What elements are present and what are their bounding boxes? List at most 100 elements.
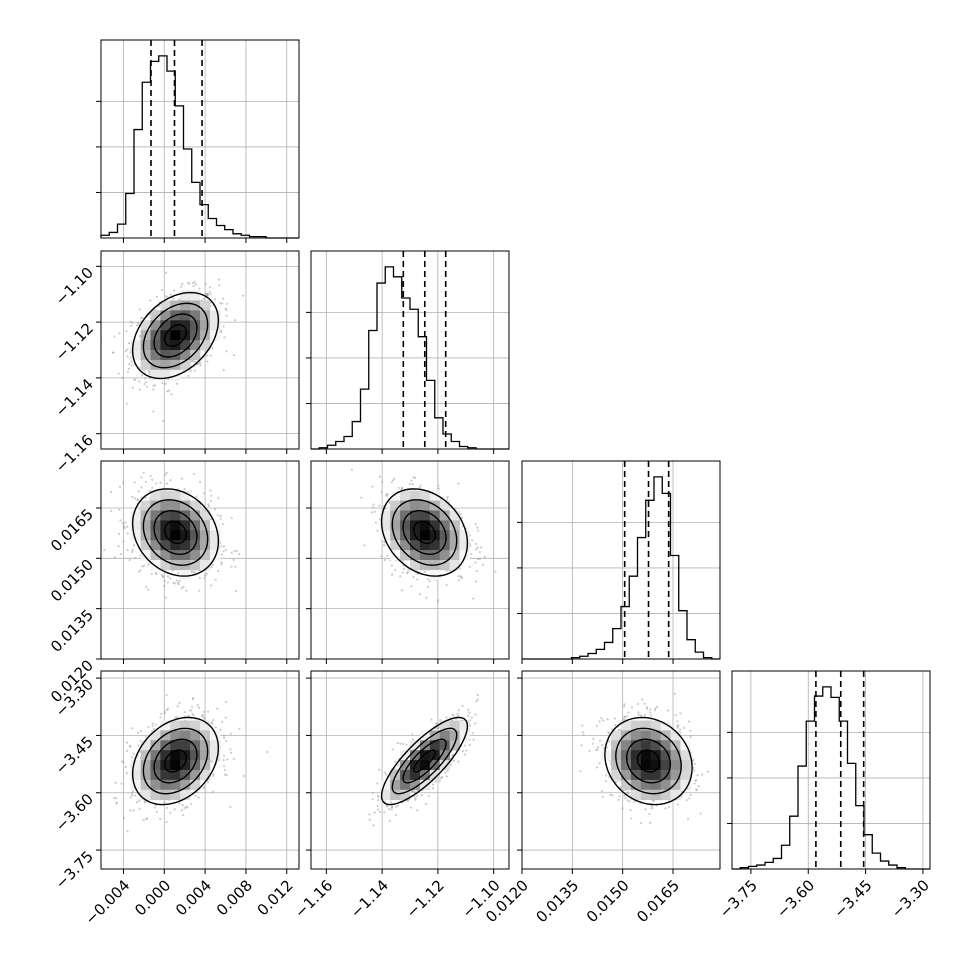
- scatter-point: [437, 598, 440, 602]
- scatter-point: [446, 498, 449, 501]
- scatter-point: [372, 503, 375, 506]
- scatter-point: [135, 324, 139, 327]
- contour-line: [142, 499, 209, 566]
- scatter-point: [426, 585, 430, 588]
- scatter-point: [446, 495, 449, 499]
- density-cell: [419, 530, 431, 541]
- scatter-point: [391, 479, 395, 482]
- scatter-point: [207, 503, 210, 506]
- density-cell: [390, 500, 401, 511]
- scatter-point: [131, 386, 135, 389]
- scatter-point: [180, 809, 183, 812]
- scatter-point: [211, 760, 214, 763]
- density-cell: [170, 720, 181, 731]
- scatter-point: [386, 805, 389, 808]
- density-cell: [180, 340, 191, 351]
- scatter-point: [221, 302, 224, 305]
- scatter-point: [390, 481, 393, 484]
- scatter-point: [222, 369, 225, 372]
- density-cell: [180, 359, 191, 371]
- density-cell: [160, 359, 171, 371]
- scatter-point: [425, 596, 428, 599]
- density-cell: [209, 740, 221, 751]
- density-cell: [410, 750, 421, 761]
- scatter-point: [164, 295, 168, 298]
- density-cell: [160, 490, 171, 501]
- density-cell: [410, 560, 421, 571]
- scatter-point: [135, 800, 139, 804]
- density-cell: [150, 510, 161, 521]
- scatter-point: [385, 773, 388, 776]
- scatter-point: [194, 794, 197, 797]
- contour-line: [380, 716, 469, 806]
- scatter-point: [232, 558, 235, 561]
- density-cell: [180, 779, 191, 791]
- scatter-point: [393, 477, 396, 480]
- scatter-point: [390, 801, 393, 804]
- scatter-point: [471, 539, 474, 542]
- scatter-point: [163, 585, 166, 588]
- density-cell: [419, 770, 431, 781]
- density-cell: [400, 779, 411, 791]
- density-cell: [390, 779, 401, 791]
- scatter-point: [221, 522, 224, 526]
- scatter-point: [220, 553, 224, 556]
- scatter-point: [213, 508, 217, 511]
- scatter-point: [377, 796, 380, 799]
- scatter-point: [435, 726, 438, 730]
- scatter-point: [198, 589, 201, 592]
- scatter-point: [183, 807, 186, 810]
- scatter-point: [411, 482, 415, 486]
- scatter-point: [229, 748, 232, 751]
- scatter-point: [113, 335, 116, 338]
- density-cell: [400, 490, 411, 501]
- panel-p1-p0: −1.16−1.14−1.12−1.10: [52, 250, 300, 476]
- y-tick-label: −3.45: [52, 733, 97, 778]
- scatter-point: [144, 480, 148, 483]
- scatter-point: [126, 749, 129, 753]
- panel-content: [579, 692, 710, 825]
- density-cell: [449, 730, 460, 741]
- density-cell: [429, 490, 441, 501]
- scatter-point: [222, 297, 225, 300]
- scatter-point: [204, 574, 207, 577]
- contour-line: [142, 302, 209, 369]
- scatter-point: [475, 569, 478, 573]
- density-cell: [180, 530, 191, 541]
- x-tick-label: −1.16: [291, 876, 336, 921]
- histogram-p2: [522, 476, 720, 660]
- scatter-point: [437, 725, 441, 729]
- density-cell: [140, 740, 151, 751]
- scatter-point: [155, 810, 158, 813]
- scatter-point: [191, 281, 194, 285]
- scatter-point: [474, 580, 477, 583]
- scatter-point: [150, 572, 153, 576]
- scatter-point: [383, 811, 386, 814]
- density-cell: [209, 730, 221, 741]
- scatter-point: [230, 551, 233, 554]
- density-cell: [170, 750, 181, 761]
- scatter-point: [438, 780, 441, 783]
- scatter-point: [134, 794, 137, 797]
- scatter-point: [235, 549, 238, 552]
- scatter-point: [391, 748, 394, 751]
- density-cell: [449, 560, 460, 571]
- scatter-point: [144, 801, 147, 804]
- scatter-point: [219, 302, 222, 305]
- panel-content: [368, 693, 479, 827]
- scatter-point: [130, 756, 133, 759]
- density-cell: [190, 520, 201, 531]
- scatter-point: [169, 811, 172, 814]
- scatter-point: [126, 370, 130, 374]
- density-cell: [390, 789, 401, 801]
- scatter-point: [165, 708, 169, 712]
- density-cell: [400, 750, 411, 761]
- scatter-point: [189, 369, 192, 372]
- density-cell: [200, 560, 211, 571]
- scatter-point: [218, 284, 221, 287]
- scatter-point: [209, 293, 212, 296]
- scatter-point: [160, 288, 164, 292]
- scatter-point: [140, 486, 143, 489]
- contour-line: [142, 727, 209, 795]
- scatter-point: [431, 787, 435, 790]
